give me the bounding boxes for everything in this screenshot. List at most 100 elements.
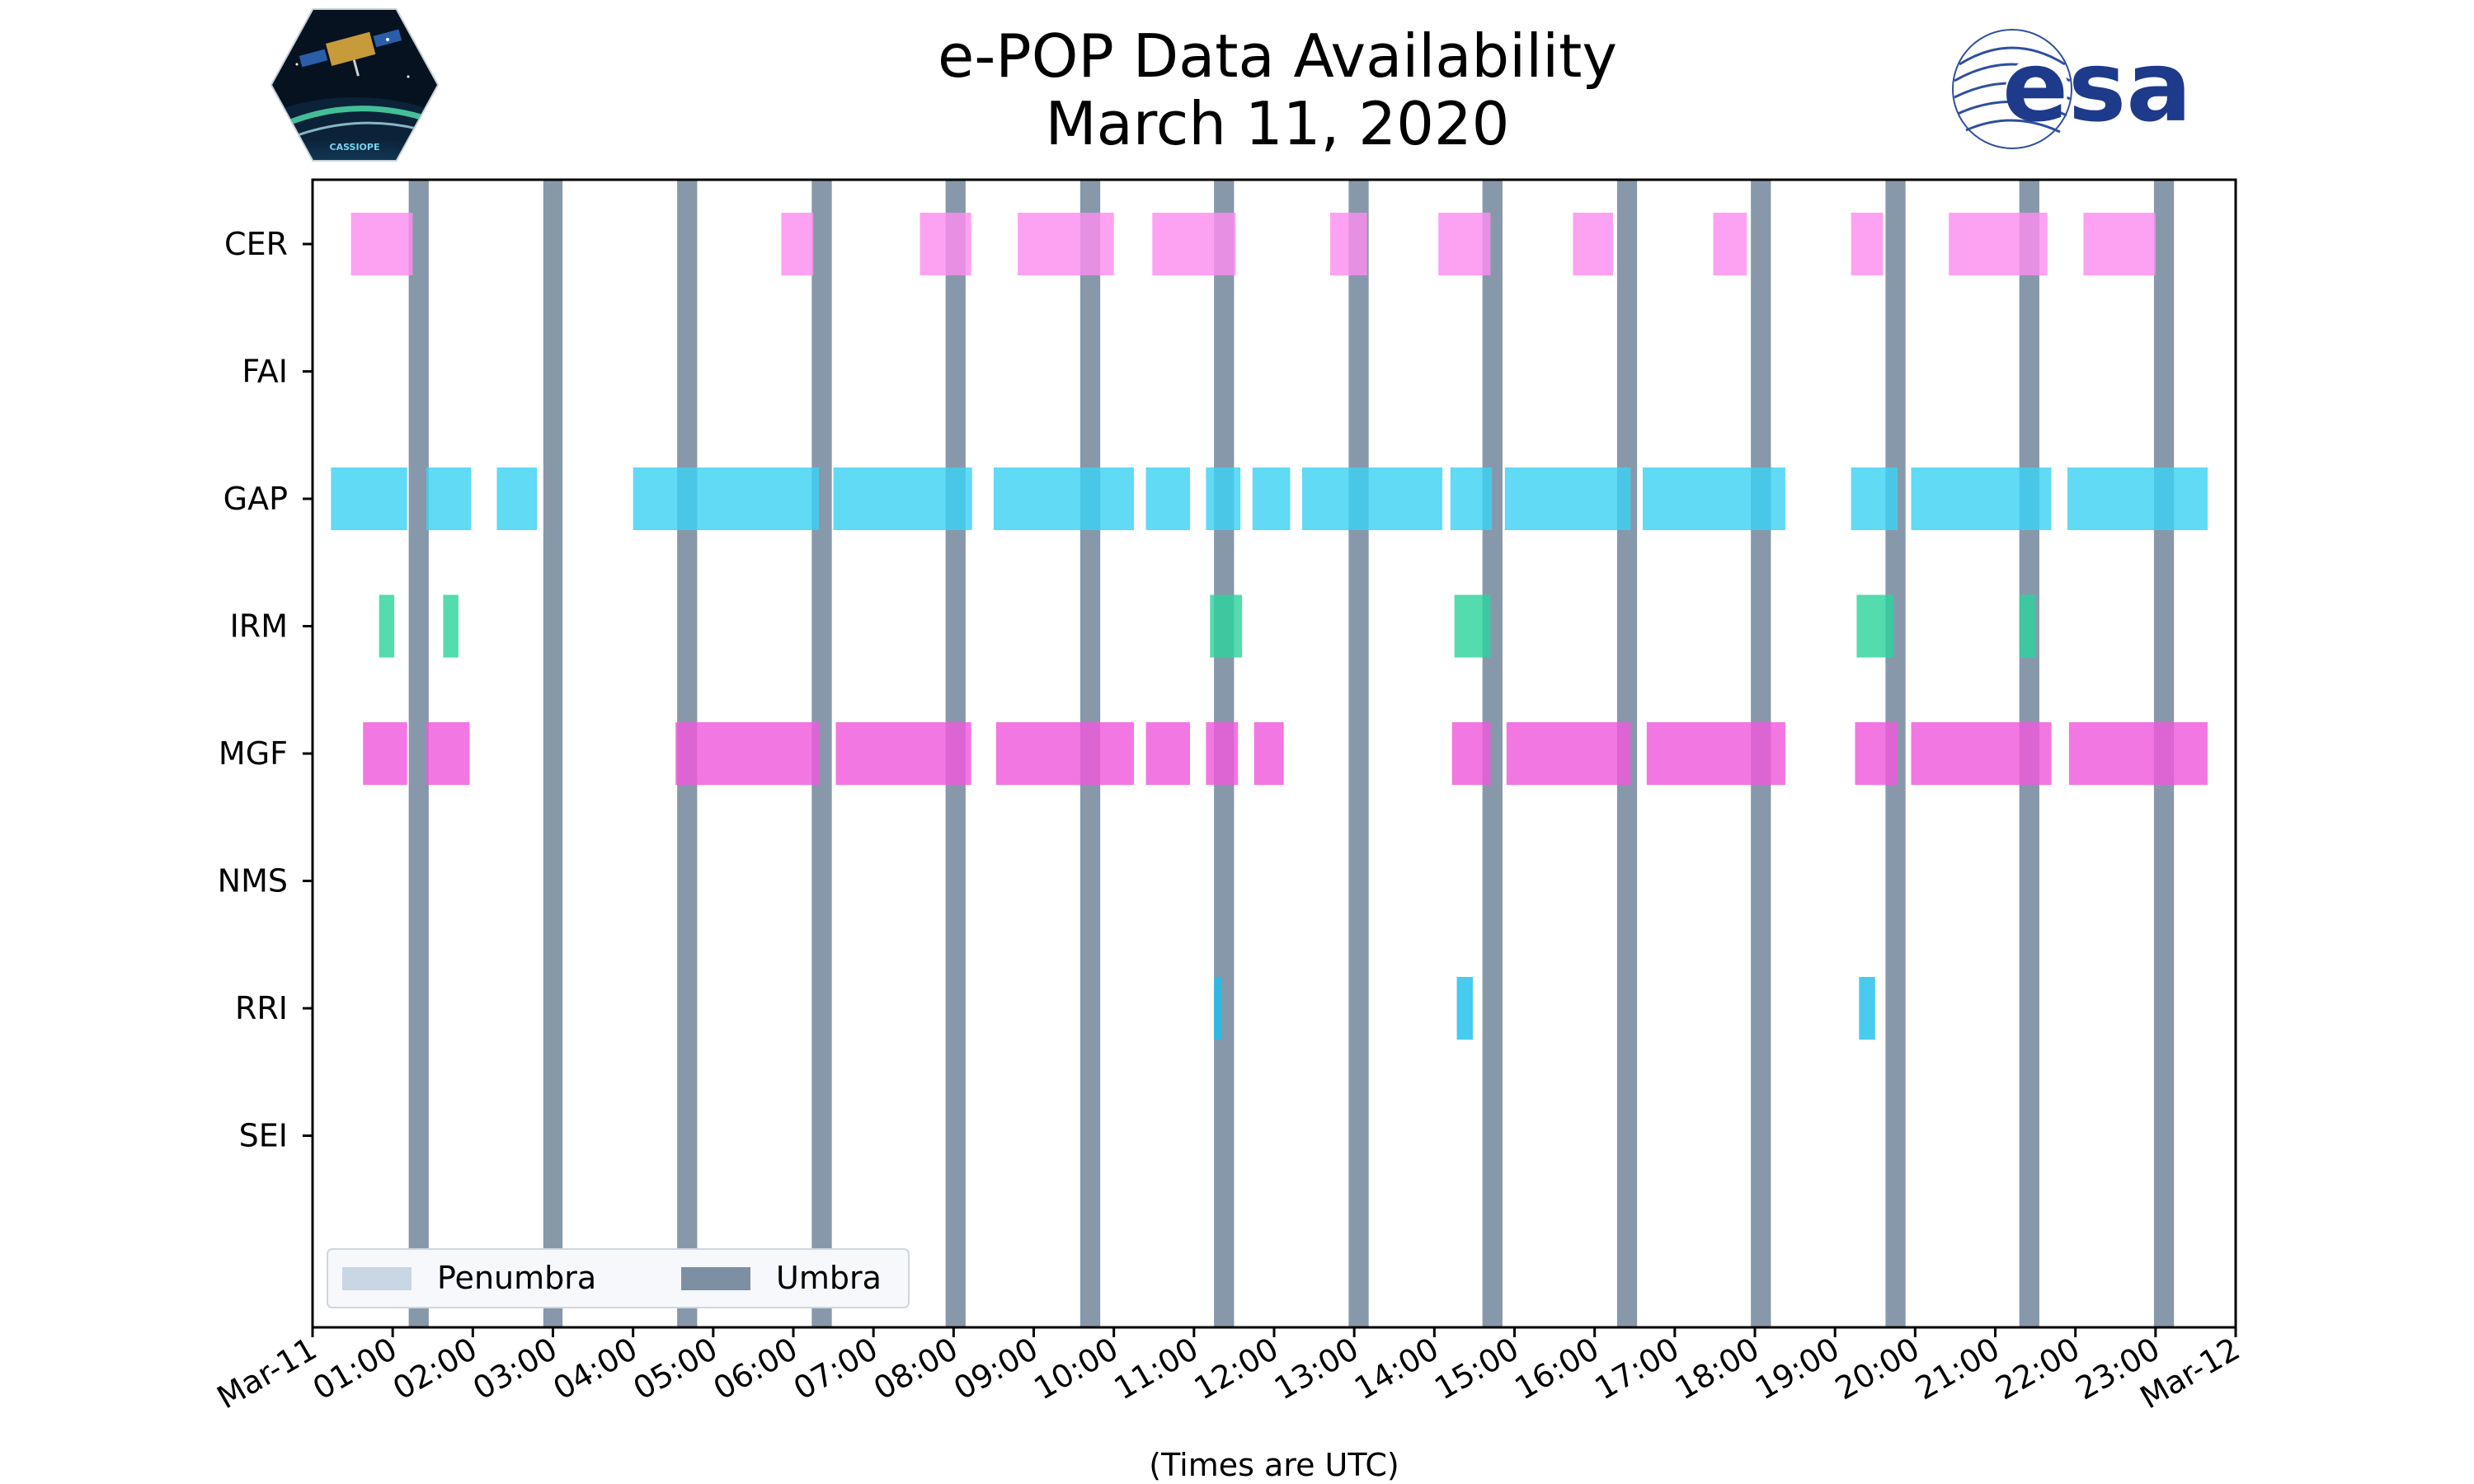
bar-mgf-6 [1206,722,1239,785]
x-tick-label-0: Mar-11 [211,1331,323,1416]
x-tick-label-18: 18:00 [1669,1331,1766,1407]
bar-gap-0 [331,467,407,530]
bar-rri-1 [1456,977,1473,1040]
bar-mgf-0 [363,722,407,785]
bar-gap-9 [1302,467,1443,530]
bar-cer-10 [1949,213,2048,275]
y-tick-label-irm: IRM [230,608,288,645]
x-tick-label-13: 13:00 [1268,1331,1365,1407]
x-tick-label-15: 15:00 [1428,1331,1525,1407]
bar-cer-5 [1330,213,1367,275]
bar-mgf-3 [835,722,971,785]
y-tick-label-rri: RRI [235,990,288,1026]
bar-irm-1 [443,594,459,658]
data-bars [331,213,2208,1040]
bar-cer-3 [1018,213,1114,275]
bar-irm-0 [379,594,395,658]
y-tick-label-cer: CER [224,226,288,262]
bar-gap-15 [2067,467,2208,530]
x-tick-label-12: 12:00 [1188,1331,1285,1407]
chart-subtitle: March 11, 2020 [1045,89,1510,158]
bar-cer-4 [1152,213,1236,275]
bar-cer-7 [1573,213,1614,275]
x-tick-label-9: 09:00 [948,1331,1044,1407]
bar-gap-6 [1145,467,1190,530]
bar-irm-5 [2019,594,2036,658]
bar-mgf-9 [1506,722,1631,785]
bar-gap-14 [1911,467,2052,530]
bar-mgf-5 [1145,722,1190,785]
x-tick-label-3: 03:00 [467,1331,563,1407]
bar-gap-4 [833,467,972,530]
cassiope-mission-patch-icon: CASSIOPE [270,8,440,162]
umbra-band-7 [1348,180,1369,1327]
bar-mgf-4 [995,722,1134,785]
bar-cer-11 [2083,213,2156,275]
bar-rri-2 [1859,977,1875,1040]
legend-box [327,1248,910,1308]
bar-gap-2 [496,467,538,530]
umbra-band-1 [543,180,563,1327]
chart-title: e-POP Data Availability [938,21,1617,91]
x-axis: Mar-1101:0002:0003:0004:0005:0006:0007:0… [211,1327,2246,1416]
x-tick-label-6: 06:00 [708,1331,804,1407]
y-tick-label-sei: SEI [239,1118,288,1154]
bar-mgf-10 [1646,722,1785,785]
bar-gap-12 [1642,467,1785,530]
bar-mgf-1 [426,722,470,785]
bar-cer-2 [920,213,971,275]
bar-gap-13 [1851,467,1898,530]
x-axis-label: (Times are UTC) [1149,1447,1399,1483]
bar-gap-7 [1206,467,1241,530]
legend-swatch-umbra [681,1267,750,1290]
umbra-band-0 [408,180,429,1327]
y-tick-label-gap: GAP [223,481,288,517]
bar-gap-1 [426,467,472,530]
bar-mgf-13 [2068,722,2208,785]
x-tick-label-21: 21:00 [1909,1331,2006,1407]
legend-label-umbra: Umbra [776,1260,882,1296]
legend-label-penumbra: Penumbra [437,1260,596,1296]
esa-logo-icon: esa [1952,29,2192,149]
bar-irm-4 [1856,594,1894,658]
bar-cer-0 [350,213,413,275]
bar-mgf-8 [1451,722,1491,785]
bar-gap-8 [1252,467,1291,530]
y-tick-label-nms: NMS [218,863,288,899]
x-tick-label-22: 22:00 [1989,1331,2086,1407]
x-tick-label-7: 07:00 [788,1331,884,1407]
y-axis: CER FAI GAP IRM MGF NMS RRI SEI [218,226,313,1154]
bar-rri-0 [1214,977,1222,1040]
bar-mgf-12 [1911,722,2052,785]
bar-cer-8 [1713,213,1747,275]
x-tick-label-19: 19:00 [1749,1331,1846,1407]
bar-gap-5 [993,467,1134,530]
x-tick-label-4: 04:00 [547,1331,643,1407]
x-tick-label-8: 08:00 [868,1331,964,1407]
bar-irm-2 [1210,594,1243,658]
bar-gap-3 [633,467,820,530]
x-tick-label-20: 20:00 [1829,1331,1926,1407]
bar-gap-10 [1450,467,1493,530]
x-tick-label-2: 02:00 [387,1331,483,1407]
bar-irm-3 [1454,594,1491,658]
x-tick-label-17: 17:00 [1588,1331,1685,1407]
x-tick-label-10: 10:00 [1028,1331,1124,1407]
x-tick-label-5: 05:00 [627,1331,723,1407]
bar-cer-1 [781,213,814,275]
esa-logo-text: esa [2002,30,2192,143]
legend: Penumbra Umbra [327,1248,910,1308]
legend-swatch-penumbra [342,1267,412,1290]
bar-mgf-2 [675,722,820,785]
bar-mgf-11 [1855,722,1898,785]
y-tick-label-mgf: MGF [219,735,288,772]
cassiope-logo-text: CASSIOPE [330,142,380,153]
y-tick-label-fai: FAI [242,354,288,390]
bar-gap-11 [1504,467,1631,530]
x-tick-label-11: 11:00 [1108,1331,1204,1407]
x-tick-label-16: 16:00 [1508,1331,1605,1407]
bar-mgf-7 [1253,722,1284,785]
x-tick-label-14: 14:00 [1348,1331,1445,1407]
bar-cer-9 [1851,213,1884,275]
